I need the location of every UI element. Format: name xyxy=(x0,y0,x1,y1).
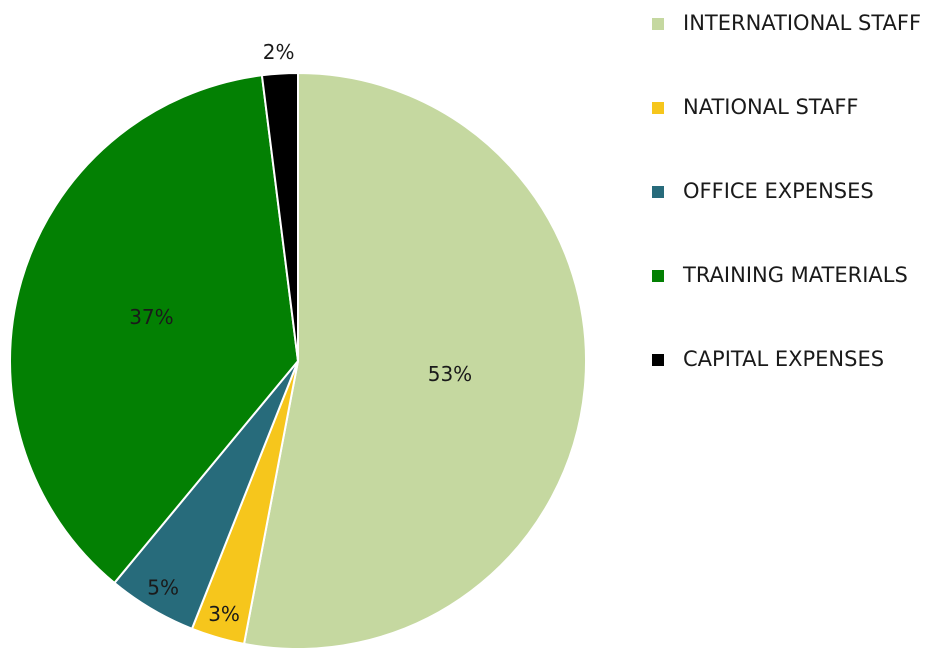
data-label: 37% xyxy=(129,305,173,329)
data-label: 2% xyxy=(263,40,295,64)
data-label: 53% xyxy=(428,362,472,386)
legend-text: CAPITAL EXPENSES xyxy=(683,347,884,371)
pie-slice xyxy=(9,74,300,585)
legend-text: INTERNATIONAL STAFF xyxy=(683,11,921,35)
pie-slice xyxy=(242,71,587,648)
legend-text: OFFICE EXPENSES xyxy=(683,179,874,203)
legend-swatch xyxy=(652,186,664,198)
legend-text: TRAINING MATERIALS xyxy=(682,263,908,287)
legend-swatch xyxy=(652,102,664,114)
data-label: 3% xyxy=(208,602,240,626)
legend-swatch xyxy=(652,18,664,30)
legend-swatch xyxy=(652,354,664,366)
legend-text: NATIONAL STAFF xyxy=(683,95,859,119)
pie-slice xyxy=(260,71,299,362)
data-label: 5% xyxy=(147,576,179,600)
legend-swatch xyxy=(652,270,664,282)
